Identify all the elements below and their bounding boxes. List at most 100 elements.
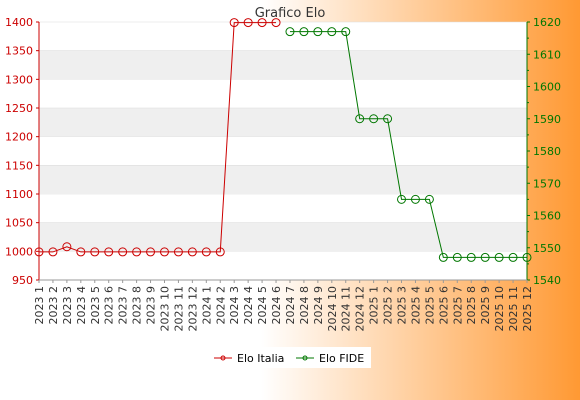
series-line [39,22,277,253]
data-point [271,18,281,28]
data-point [48,247,58,257]
x-tick-label: 2025 1 [368,286,381,325]
right-tick-label: 1620 [533,16,561,29]
x-tick-label: 2024 1 [200,286,213,325]
right-tick-label: 1550 [533,242,561,255]
data-point [383,114,393,124]
left-tick-label: 950 [12,274,33,287]
data-point [243,18,253,28]
series-elo-fide [285,27,532,262]
x-tick-label: 2023 6 [103,286,116,325]
grid-bands [39,21,527,252]
left-tick-label: 1250 [5,102,33,115]
x-tick-label: 2023 7 [117,286,130,325]
data-point [327,27,337,37]
right-tick-label: 1600 [533,81,561,94]
data-point [438,252,448,262]
x-tick-label: 2025 7 [451,286,464,325]
data-point [341,27,351,37]
data-point [146,247,156,257]
data-point [452,252,462,262]
x-tick-label: 2025 10 [493,286,506,332]
x-tick-label: 2025 5 [423,286,436,325]
x-axis: 2023 1 2023 2 2023 3 2023 4 2023 5 2023 6 2023… [33,279,534,332]
legend-fide-label: Elo FIDE [319,352,364,365]
data-point [90,247,100,257]
data-point [522,252,532,262]
x-tick-label: 2024 11 [340,286,353,332]
x-tick-label: 2025 8 [465,286,478,325]
legend: Elo Italia Elo FIDE [210,347,371,368]
data-point [118,247,128,257]
data-point [299,27,309,37]
legend-box [210,347,371,368]
data-point [34,247,44,257]
grid-band [39,50,527,80]
right-tick-label: 1570 [533,177,561,190]
data-point [285,27,295,37]
left-tick-label: 1000 [5,245,33,258]
data-point [229,18,239,28]
left-tick-label: 1200 [5,131,33,144]
data-point [257,18,267,28]
x-tick-label: 2024 4 [242,286,255,325]
legend-italia-marker [220,355,226,361]
x-tick-label: 2024 2 [214,286,227,325]
left-axis: 950 1000 1050 1100 1150 1200 1250 1300 1350 1400 [5,16,40,287]
x-tick-label: 2025 11 [507,286,520,332]
series-elo-italia [34,18,281,257]
left-tick-label: 1100 [5,188,33,201]
right-tick-label: 1590 [533,113,561,126]
data-point [187,247,197,257]
grid-band [39,165,527,194]
data-point [132,247,142,257]
x-tick-label: 2025 2 [382,286,395,325]
data-point [173,247,183,257]
data-point [215,247,225,257]
right-tick-label: 1580 [533,145,561,158]
x-tick-label: 2024 6 [270,286,283,325]
data-point [369,114,379,124]
x-tick-label: 2024 8 [298,286,311,325]
data-point [104,247,114,257]
x-tick-label: 2023 4 [75,286,88,325]
x-tick-label: 2024 9 [312,286,325,325]
data-point [397,194,407,204]
data-point [508,252,518,262]
data-point [159,247,169,257]
x-tick-label: 2023 11 [172,286,185,332]
left-tick-label: 1350 [5,45,33,58]
left-tick-label: 1050 [5,217,33,230]
right-axis: 1540 1550 1560 1570 1580 1590 1600 1610 1620 [526,16,561,287]
right-tick-label: 1540 [533,274,561,287]
x-tick-label: 2023 3 [61,286,74,325]
x-tick-label: 2025 4 [409,286,422,325]
left-tick-label: 1300 [5,73,33,86]
data-point [466,252,476,262]
data-point [424,194,434,204]
x-tick-label: 2024 7 [284,286,297,325]
right-tick-label: 1560 [533,210,561,223]
data-point [313,27,323,37]
data-point [494,252,504,262]
grid-band [39,222,527,252]
x-tick-label: 2023 5 [89,286,102,325]
x-tick-label: 2024 12 [354,286,367,332]
legend-fide-marker [302,355,308,361]
left-tick-label: 1150 [5,159,33,172]
x-tick-label: 2023 12 [186,286,199,332]
x-tick-label: 2023 1 [33,286,46,325]
data-point [76,247,86,257]
x-tick-label: 2025 9 [479,286,492,325]
right-tick-label: 1610 [533,48,561,61]
x-tick-label: 2024 10 [326,286,339,332]
series-line [289,31,527,258]
x-tick-label: 2025 3 [396,286,409,325]
x-tick-label: 2024 3 [228,286,241,325]
legend-italia-label: Elo Italia [237,352,284,365]
data-point [480,252,490,262]
series-layer [34,18,532,262]
x-tick-label: 2023 10 [158,286,171,332]
